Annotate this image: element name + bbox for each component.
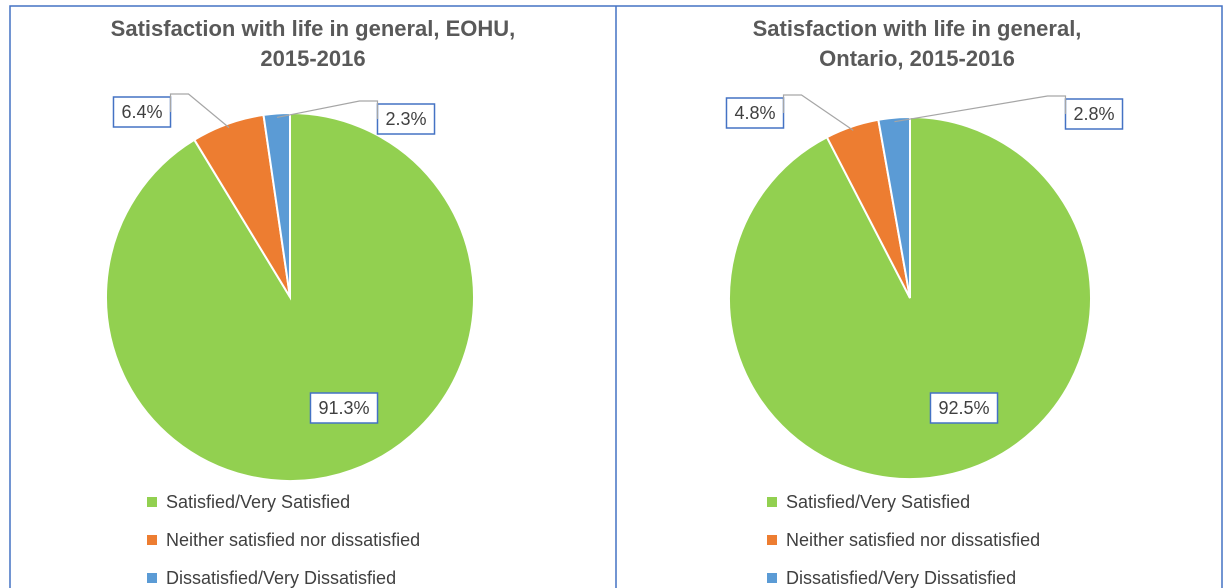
chart-title: Ontario, 2015-2016 (819, 46, 1015, 71)
leader-line (276, 100, 379, 119)
legend-label: Dissatisfied/Very Dissatisfied (166, 568, 396, 588)
data-label: 92.5% (938, 398, 989, 418)
data-label-box (929, 392, 999, 424)
legend-swatch (147, 535, 157, 545)
data-label: 6.4% (121, 102, 162, 122)
data-label: 91.3% (318, 398, 369, 418)
pie-slice (877, 115, 911, 299)
legend-label: Satisfied/Very Satisfied (166, 492, 350, 512)
legend-label: Neither satisfied nor dissatisfied (786, 530, 1040, 550)
pie-slice (105, 111, 475, 482)
pie-slice (262, 111, 291, 298)
data-label-box (309, 392, 379, 424)
legend-swatch (767, 573, 777, 583)
legend-label: Neither satisfied nor dissatisfied (166, 530, 420, 550)
data-label: 2.8% (1073, 104, 1114, 124)
legend-label: Satisfied/Very Satisfied (786, 492, 970, 512)
chart-title: Satisfaction with life in general, EOHU, (111, 16, 516, 41)
chart-title: Satisfaction with life in general, (753, 16, 1082, 41)
legend-label: Dissatisfied/Very Dissatisfied (786, 568, 1016, 588)
legend-swatch (767, 497, 777, 507)
leader-line (782, 94, 854, 131)
leader-line (894, 95, 1067, 123)
data-label: 4.8% (734, 103, 775, 123)
chart-title: 2015-2016 (260, 46, 365, 71)
legend-swatch (767, 535, 777, 545)
legend-swatch (147, 497, 157, 507)
leader-line (169, 93, 230, 129)
data-label-box (725, 97, 785, 129)
legend-swatch (147, 573, 157, 583)
data-label: 2.3% (385, 109, 426, 129)
